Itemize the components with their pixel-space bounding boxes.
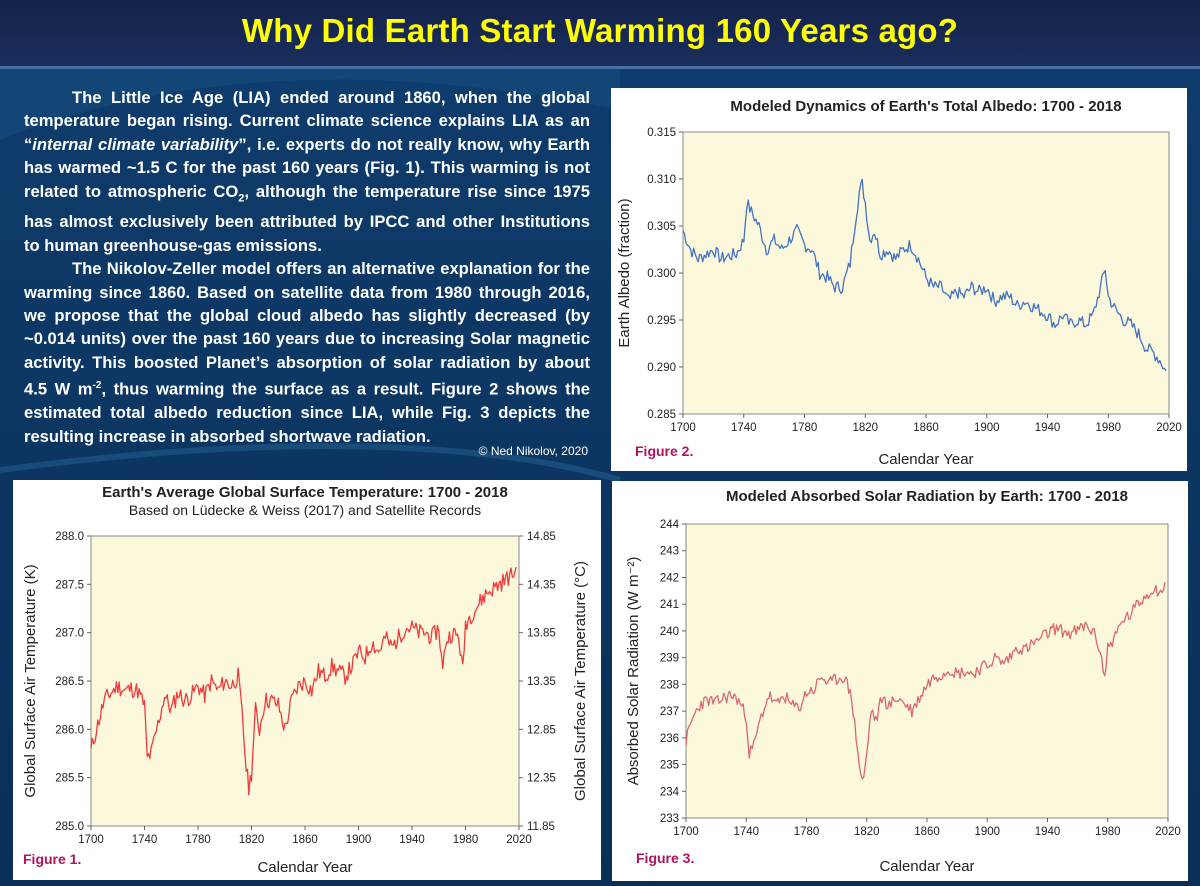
series-line xyxy=(685,582,1166,780)
x-axis-label: Calendar Year xyxy=(879,858,974,875)
y-axis-label: Earth Albedo (fraction) xyxy=(616,198,633,347)
y-tick-label: 287.0 xyxy=(55,628,84,640)
y-tick-label: 286.0 xyxy=(55,724,84,736)
y-tick-label: 234 xyxy=(660,786,680,798)
series-line xyxy=(682,178,1167,372)
x-tick-label: 1980 xyxy=(453,834,479,846)
y2-tick-label: 11.85 xyxy=(527,821,555,833)
y-tick-label: 0.285 xyxy=(647,409,676,421)
y-tick-label: 242 xyxy=(660,572,679,584)
y2-tick-label: 13.35 xyxy=(527,676,556,688)
intro-text-span: The Little Ice Age (LIA) ended around 18… xyxy=(24,88,590,154)
albedo-chart: Modeled Dynamics of Earth's Total Albedo… xyxy=(611,88,1187,471)
chart-subtitle: Based on Lüdecke & Weiss (2017) and Sate… xyxy=(129,502,481,518)
intro-paragraph: The Little Ice Age (LIA) ended around 18… xyxy=(24,86,590,257)
y2-tick-label: 12.35 xyxy=(527,773,556,785)
y-tick-label: 240 xyxy=(660,626,679,638)
x-tick-label: 1820 xyxy=(852,422,878,434)
x-tick-label: 1860 xyxy=(913,422,939,434)
x-tick-label: 1700 xyxy=(78,834,104,846)
plot-area xyxy=(682,131,1170,415)
y-tick-label: 233 xyxy=(660,813,679,825)
x-tick-label: 1940 xyxy=(1035,422,1061,434)
chart-title: Modeled Absorbed Solar Radiation by Eart… xyxy=(726,488,1128,505)
intro-text-span: 2 xyxy=(238,191,245,204)
solar-radiation-chart: Modeled Absorbed Solar Radiation by Eart… xyxy=(612,481,1188,881)
y-tick-label: 285.5 xyxy=(55,773,84,785)
y-tick-label: 287.5 xyxy=(55,579,84,591)
y2-tick-label: 14.35 xyxy=(527,579,556,591)
y-axis-label: Absorbed Solar Radiation (W m⁻²) xyxy=(625,557,642,786)
x-tick-label: 1860 xyxy=(292,834,318,846)
intro-text-span: ”, i.e. experts do not really know, why … xyxy=(24,134,590,201)
y-tick-label: 0.310 xyxy=(647,174,676,186)
x-tick-label: 1980 xyxy=(1095,422,1121,434)
intro-text-span: , although the temperature rise since 19… xyxy=(24,181,590,255)
y-tick-label: 238 xyxy=(660,679,679,691)
figure-3-panel: Modeled Absorbed Solar Radiation by Eart… xyxy=(612,481,1188,881)
x-tick-label: 1740 xyxy=(731,422,757,434)
figure-2-panel: Modeled Dynamics of Earth's Total Albedo… xyxy=(611,88,1187,471)
y2-tick-label: 13.85 xyxy=(527,628,556,640)
intro-text-span: The Nikolov-Zeller model offers an alter… xyxy=(24,259,590,399)
x-tick-label: 1820 xyxy=(854,826,880,838)
figure-label: Figure 2. xyxy=(635,443,693,459)
y-tick-label: 0.300 xyxy=(647,268,676,280)
y-tick-label: 286.5 xyxy=(55,676,84,688)
y-tick-label: 288.0 xyxy=(55,531,84,543)
y-axis-label: Global Surface Air Temperature (K) xyxy=(22,564,39,797)
intro-text: The Little Ice Age (LIA) ended around 18… xyxy=(24,86,590,448)
x-tick-label: 2020 xyxy=(1155,826,1181,838)
x-tick-label: 1940 xyxy=(399,834,425,846)
x-tick-label: 1900 xyxy=(974,826,1000,838)
x-tick-label: 1820 xyxy=(239,834,265,846)
x-tick-label: 2020 xyxy=(1156,422,1182,434)
x-tick-label: 1900 xyxy=(974,422,1000,434)
intro-text-span: internal climate variability xyxy=(32,134,239,154)
x-axis-label: Calendar Year xyxy=(878,451,973,468)
y-tick-label: 0.315 xyxy=(647,127,676,139)
intro-paragraph: The Nikolov-Zeller model offers an alter… xyxy=(24,257,590,448)
x-tick-label: 1740 xyxy=(733,826,759,838)
intro-text-span: -2 xyxy=(92,380,102,392)
y-tick-label: 0.290 xyxy=(647,362,676,374)
intro-text-span: , thus warming the surface as a result. … xyxy=(24,379,590,446)
title-bar: Why Did Earth Start Warming 160 Years ag… xyxy=(0,0,1200,69)
y-tick-label: 0.295 xyxy=(647,315,676,327)
y-tick-label: 241 xyxy=(660,599,679,611)
y-tick-label: 285.0 xyxy=(55,821,84,833)
y-tick-label: 239 xyxy=(660,653,679,665)
figure-label: Figure 1. xyxy=(23,851,81,867)
temperature-chart: Earth's Average Global Surface Temperatu… xyxy=(13,480,601,880)
y-tick-label: 244 xyxy=(660,519,680,531)
plot-area xyxy=(685,523,1169,819)
x-tick-label: 1780 xyxy=(185,834,211,846)
x-tick-label: 1740 xyxy=(132,834,158,846)
y-tick-label: 0.305 xyxy=(647,221,676,233)
x-tick-label: 1860 xyxy=(914,826,940,838)
x-tick-label: 1780 xyxy=(792,422,818,434)
x-tick-label: 1900 xyxy=(346,834,372,846)
y-tick-label: 236 xyxy=(660,733,679,745)
y2-axis-label: Global Surface Air Temperature (°C) xyxy=(572,561,589,801)
x-tick-label: 1700 xyxy=(670,422,696,434)
chart-title: Earth's Average Global Surface Temperatu… xyxy=(102,484,508,501)
x-tick-label: 1980 xyxy=(1095,826,1121,838)
y2-tick-label: 12.85 xyxy=(527,724,556,736)
x-tick-label: 2020 xyxy=(506,834,532,846)
y2-tick-label: 14.85 xyxy=(527,531,556,543)
chart-title: Modeled Dynamics of Earth's Total Albedo… xyxy=(730,98,1121,115)
figure-1-panel: Earth's Average Global Surface Temperatu… xyxy=(13,480,601,880)
series-line xyxy=(90,566,517,796)
y-tick-label: 237 xyxy=(660,706,679,718)
x-tick-label: 1940 xyxy=(1035,826,1061,838)
x-tick-label: 1780 xyxy=(794,826,820,838)
x-axis-label: Calendar Year xyxy=(257,859,352,876)
x-tick-label: 1700 xyxy=(673,826,699,838)
page-title: Why Did Earth Start Warming 160 Years ag… xyxy=(241,12,959,49)
figure-label: Figure 3. xyxy=(636,850,694,866)
y-tick-label: 235 xyxy=(660,760,679,772)
y-tick-label: 243 xyxy=(660,546,679,558)
copyright: © Ned Nikolov, 2020 xyxy=(478,444,588,458)
